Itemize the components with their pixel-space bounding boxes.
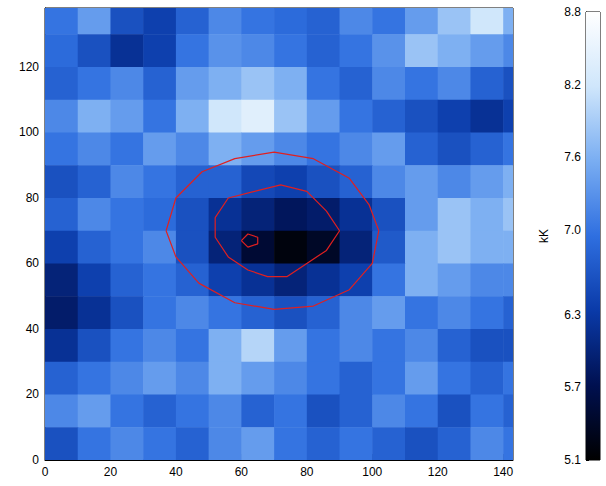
svg-text:5.7: 5.7 [564,380,581,394]
svg-text:120: 120 [19,60,39,74]
svg-text:8.2: 8.2 [564,78,581,92]
svg-text:0: 0 [32,453,39,467]
svg-text:100: 100 [362,465,382,479]
svg-text:40: 40 [26,322,40,336]
svg-text:6.3: 6.3 [564,308,581,322]
svg-text:5.1: 5.1 [564,453,581,467]
svg-text:7.6: 7.6 [564,150,581,164]
svg-text:80: 80 [300,465,314,479]
svg-text:7.0: 7.0 [564,223,581,237]
svg-text:60: 60 [235,465,249,479]
svg-text:80: 80 [26,191,40,205]
svg-text:60: 60 [26,256,40,270]
svg-text:20: 20 [104,465,118,479]
svg-text:140: 140 [493,465,513,479]
svg-text:8.8: 8.8 [564,5,581,19]
svg-text:kK: kK [537,229,551,243]
svg-text:20: 20 [26,387,40,401]
svg-text:40: 40 [169,465,183,479]
svg-text:120: 120 [428,465,448,479]
svg-text:0: 0 [42,465,49,479]
svg-text:100: 100 [19,125,39,139]
